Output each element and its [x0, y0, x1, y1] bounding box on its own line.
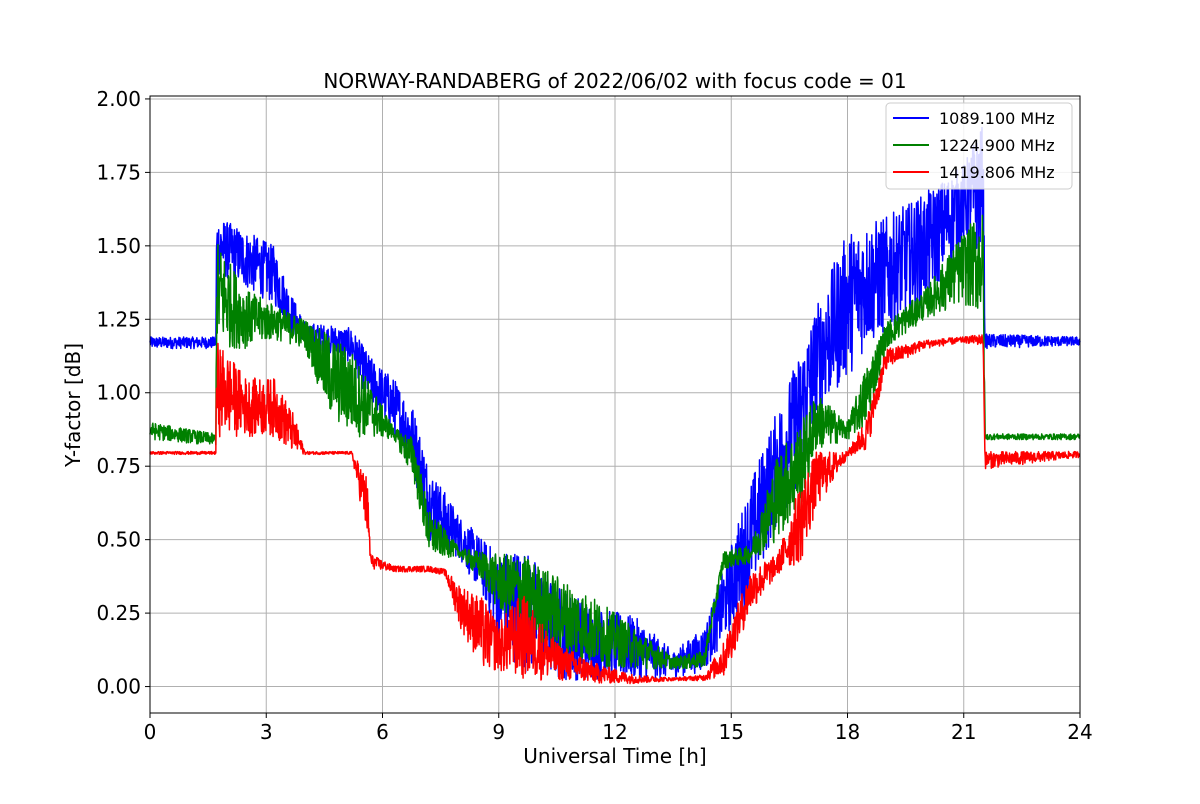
- y-axis-ticks: 0.00 0.25 0.50 0.75 1.00 1.25 1.50 1.75 2.00: [96, 87, 150, 699]
- y-axis-label: Y-factor [dB]: [61, 343, 85, 468]
- grid-lines: [149, 96, 1081, 713]
- y-tick-label: 1.00: [96, 381, 141, 405]
- x-tick-label: 15: [719, 720, 744, 744]
- x-tick-label: 6: [376, 720, 389, 744]
- x-tick-label: 21: [951, 720, 976, 744]
- y-tick-label: 0.25: [96, 601, 141, 625]
- x-axis-label: Universal Time [h]: [523, 744, 706, 768]
- legend-label-1: 1224.900 MHz: [939, 136, 1055, 155]
- legend: 1089.100 MHz 1224.900 MHz 1419.806 MHz: [885, 102, 1073, 190]
- x-tick-label: 12: [602, 720, 627, 744]
- y-tick-label: 2.00: [96, 87, 141, 111]
- series-line-1: [149, 214, 1081, 670]
- series-group: [149, 126, 1081, 685]
- x-tick-label: 0: [144, 720, 157, 744]
- chart-title: NORWAY-RANDABERG of 2022/06/02 with focu…: [323, 69, 906, 93]
- legend-label-0: 1089.100 MHz: [939, 109, 1055, 128]
- x-tick-label: 18: [835, 720, 860, 744]
- x-axis-ticks: 0 3 6 9 12 15 18 21 24: [144, 713, 1093, 744]
- x-tick-label: 24: [1067, 720, 1092, 744]
- y-tick-label: 1.75: [96, 160, 141, 184]
- y-tick-label: 0.00: [96, 675, 141, 699]
- y-tick-label: 0.50: [96, 528, 141, 552]
- x-tick-label: 9: [492, 720, 505, 744]
- legend-box: [885, 102, 1073, 190]
- series-line-2: [149, 334, 1081, 685]
- y-tick-label: 1.25: [96, 307, 141, 331]
- y-tick-label: 1.50: [96, 234, 141, 258]
- y-tick-label: 0.75: [96, 454, 141, 478]
- x-tick-label: 3: [260, 720, 273, 744]
- legend-label-2: 1419.806 MHz: [939, 163, 1055, 182]
